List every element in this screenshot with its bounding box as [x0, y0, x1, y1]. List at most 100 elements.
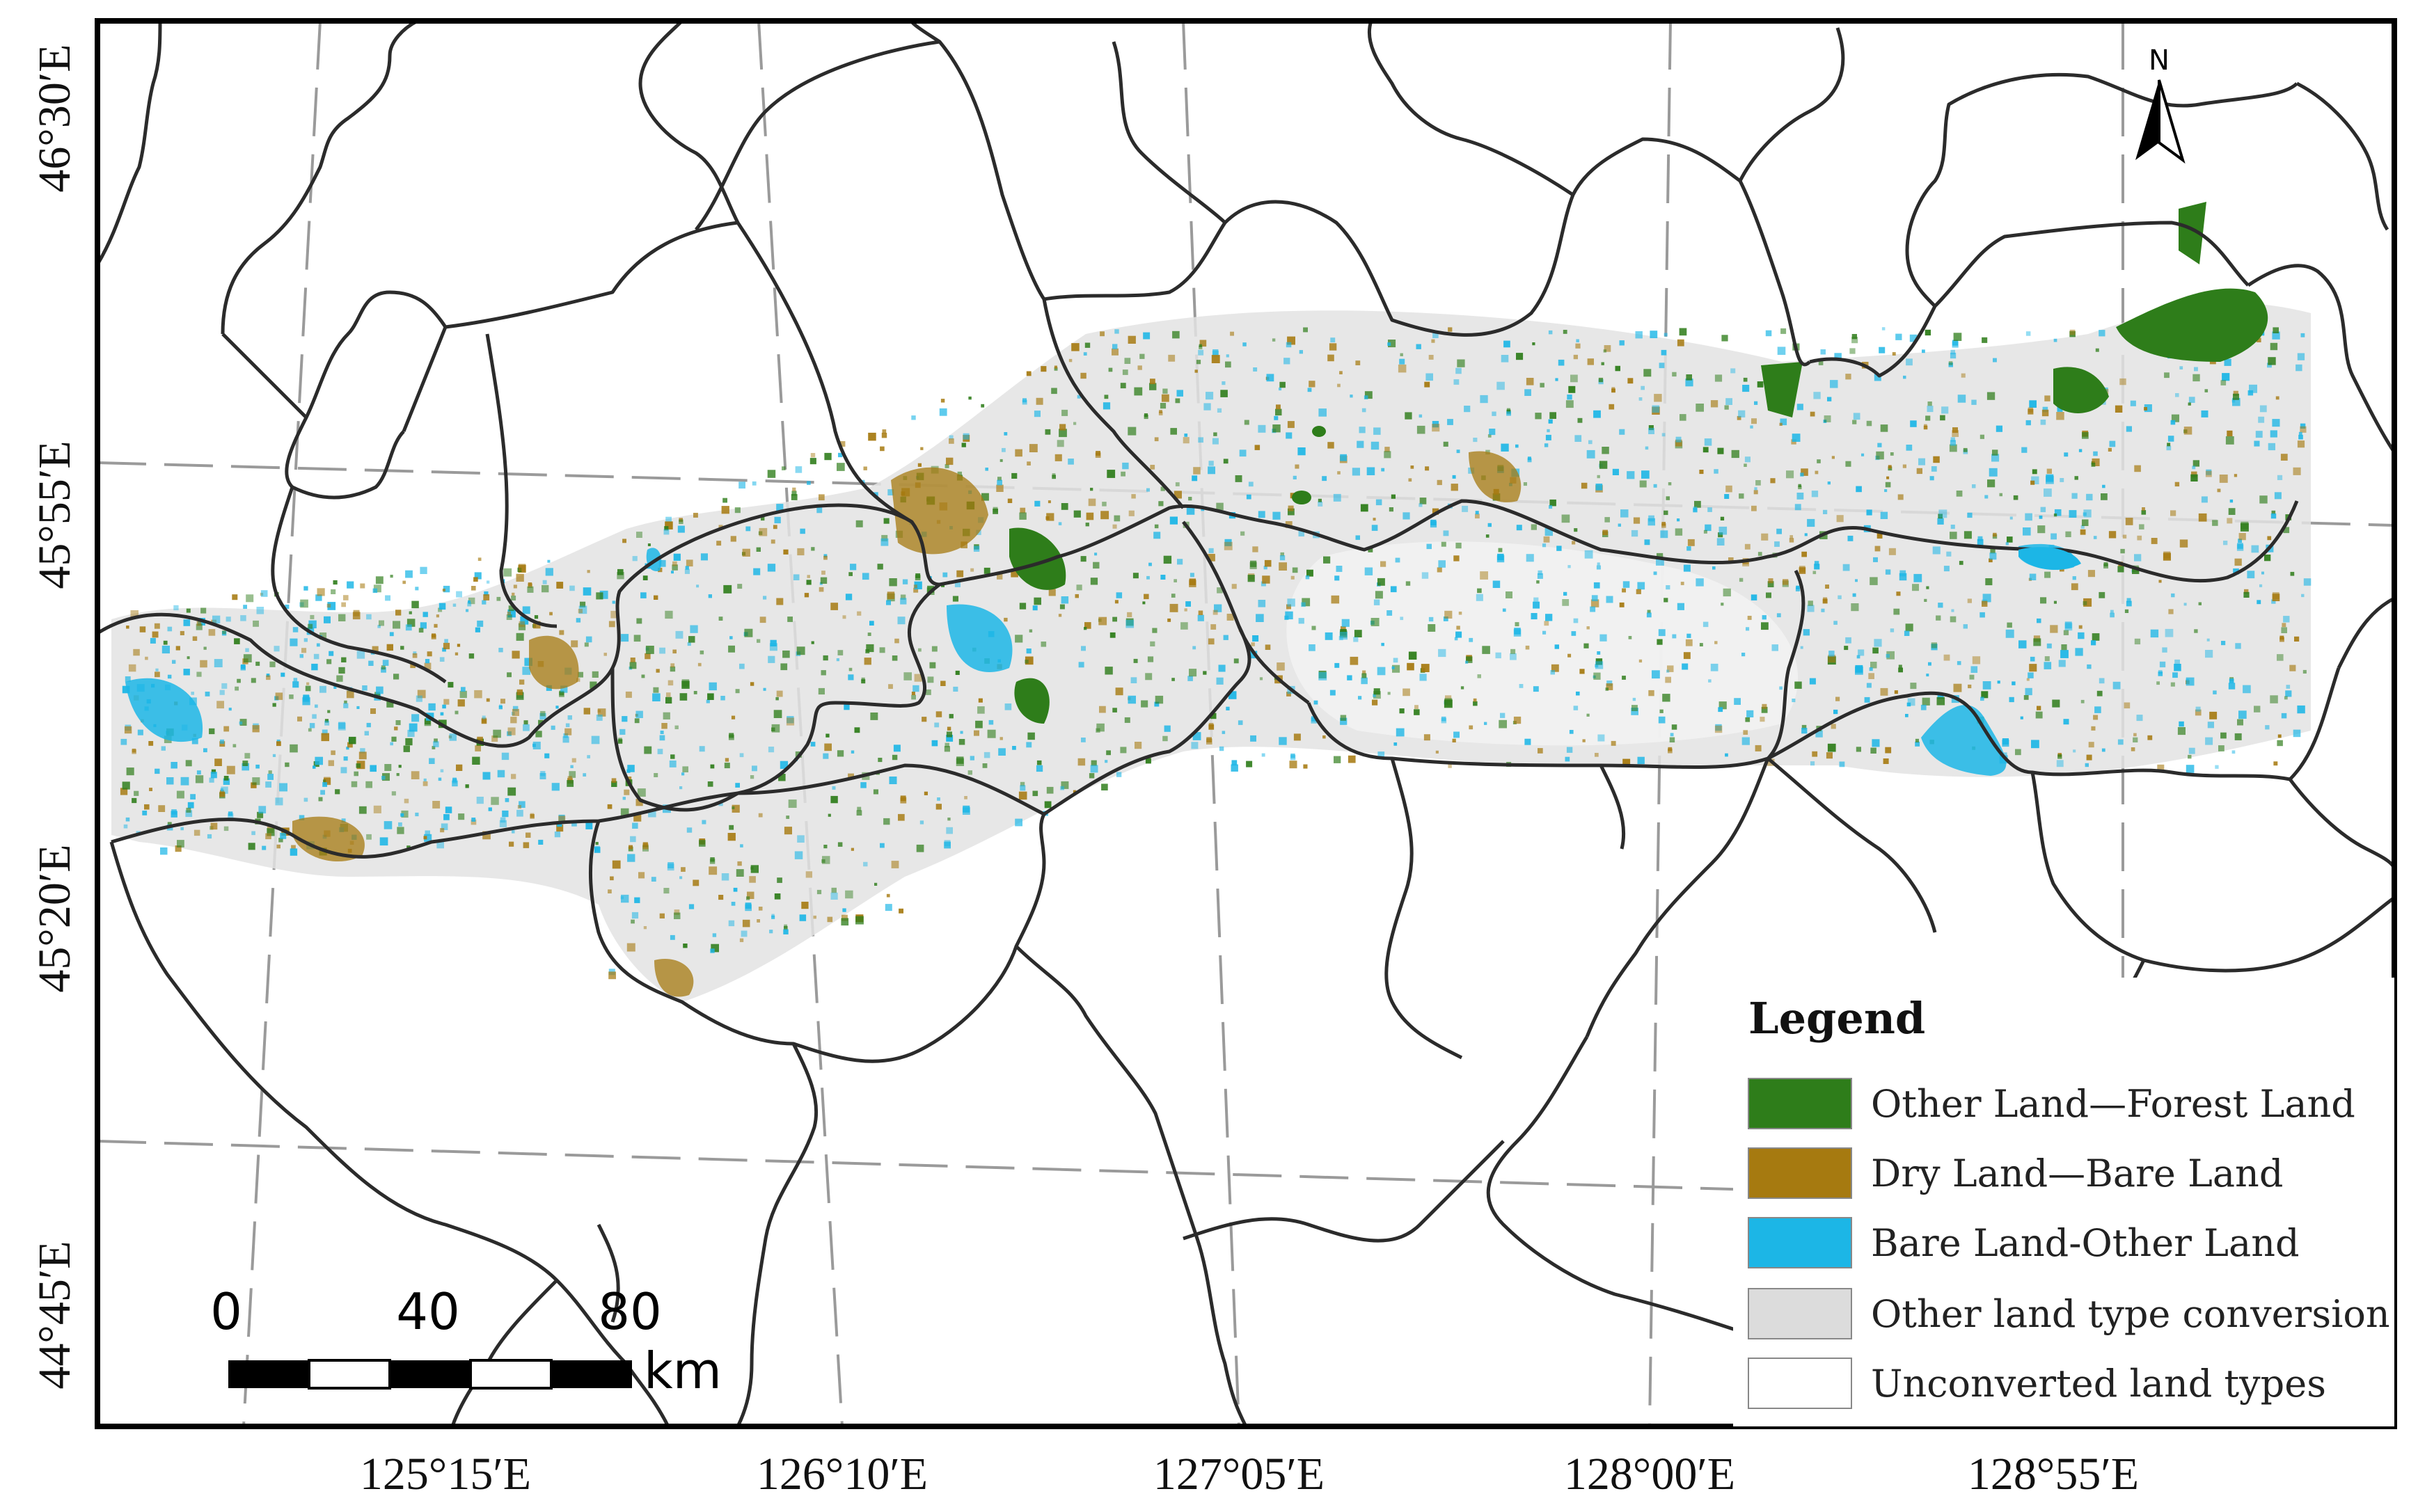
texture-speck [737, 861, 742, 866]
scale-segment [551, 1360, 632, 1388]
texture-speck [2194, 367, 2198, 372]
texture-speck [1164, 725, 1171, 732]
texture-speck [195, 775, 204, 783]
texture-speck [1524, 389, 1531, 396]
texture-speck [1637, 756, 1645, 765]
texture-speck [681, 679, 690, 687]
texture-speck [889, 777, 897, 784]
texture-speck [900, 594, 906, 600]
texture-speck [2064, 621, 2072, 629]
texture-speck [1206, 392, 1214, 400]
texture-speck [697, 662, 702, 667]
texture-speck [511, 774, 516, 779]
texture-speck [1835, 697, 1840, 701]
texture-speck [1258, 424, 1266, 433]
texture-speck [2002, 738, 2009, 745]
texture-speck [1469, 725, 1473, 730]
texture-speck [1194, 369, 1198, 373]
texture-speck [1731, 449, 1739, 459]
lon-label-2: 126°10′E [757, 1449, 928, 1499]
texture-speck [1210, 713, 1217, 719]
texture-speck [1441, 717, 1447, 724]
texture-speck [2188, 402, 2191, 406]
texture-speck [1669, 737, 1675, 742]
texture-speck [512, 651, 520, 659]
texture-speck [2091, 726, 2096, 731]
texture-speck [709, 859, 716, 864]
texture-speck [524, 658, 532, 667]
texture-speck [757, 919, 760, 923]
texture-speck [567, 780, 574, 787]
texture-speck [1071, 343, 1080, 351]
texture-speck [386, 700, 394, 708]
texture-speck [1112, 524, 1117, 529]
texture-speck [955, 670, 960, 675]
texture-speck [180, 827, 184, 831]
texture-speck [180, 777, 189, 786]
texture-speck [1868, 673, 1874, 679]
texture-speck [1242, 342, 1247, 347]
texture-speck [1550, 670, 1555, 675]
texture-speck [1199, 340, 1207, 347]
texture-speck [280, 832, 287, 839]
texture-speck [1899, 570, 1906, 577]
texture-speck [1124, 717, 1130, 723]
texture-speck [1967, 598, 1972, 603]
texture-speck [1666, 496, 1670, 500]
texture-speck [477, 620, 484, 627]
texture-speck [1384, 447, 1390, 452]
texture-speck [1817, 459, 1821, 463]
texture-speck [804, 593, 809, 598]
texture-speck [1883, 758, 1889, 764]
texture-speck [1855, 665, 1863, 673]
texture-speck [1432, 424, 1440, 432]
texture-speck [844, 704, 850, 710]
texture-speck [382, 660, 389, 666]
texture-speck [1739, 493, 1744, 499]
texture-speck [517, 805, 521, 809]
texture-speck [1086, 512, 1094, 520]
texture-speck [1185, 601, 1191, 607]
texture-speck [742, 919, 750, 928]
scale-segment [469, 1359, 553, 1390]
texture-speck [1905, 714, 1909, 717]
texture-speck [2222, 373, 2230, 381]
texture-speck [2137, 535, 2142, 541]
texture-speck [1048, 500, 1051, 504]
texture-speck [1248, 482, 1254, 487]
texture-speck [1907, 698, 1915, 706]
texture-speck [1250, 735, 1256, 742]
texture-speck [2096, 690, 2103, 697]
texture-speck [2115, 405, 2123, 413]
texture-speck [1084, 627, 1087, 630]
texture-speck [603, 653, 607, 656]
texture-speck [516, 632, 524, 641]
texture-speck [396, 773, 400, 777]
texture-speck [375, 576, 384, 584]
texture-speck [1061, 503, 1068, 510]
texture-speck [1222, 381, 1226, 385]
texture-speck [405, 570, 413, 578]
texture-speck [500, 699, 505, 704]
texture-speck [171, 809, 177, 815]
texture-speck [424, 662, 432, 670]
texture-speck [1992, 449, 1998, 456]
texture-speck [487, 580, 490, 584]
texture-speck [2168, 609, 2174, 614]
texture-speck [1572, 541, 1576, 545]
texture-speck [1754, 401, 1758, 405]
texture-speck [1685, 639, 1693, 646]
texture-speck [445, 806, 452, 813]
texture-speck [1437, 567, 1442, 573]
texture-speck [145, 656, 148, 660]
texture-speck [565, 723, 570, 727]
texture-speck [949, 714, 954, 719]
texture-speck [1175, 482, 1180, 486]
texture-speck [796, 646, 805, 655]
texture-speck [443, 814, 450, 820]
texture-speck [1842, 564, 1850, 571]
texture-speck [1303, 764, 1308, 769]
texture-speck [1549, 505, 1553, 509]
texture-speck [1096, 723, 1105, 732]
texture-speck [608, 889, 612, 893]
